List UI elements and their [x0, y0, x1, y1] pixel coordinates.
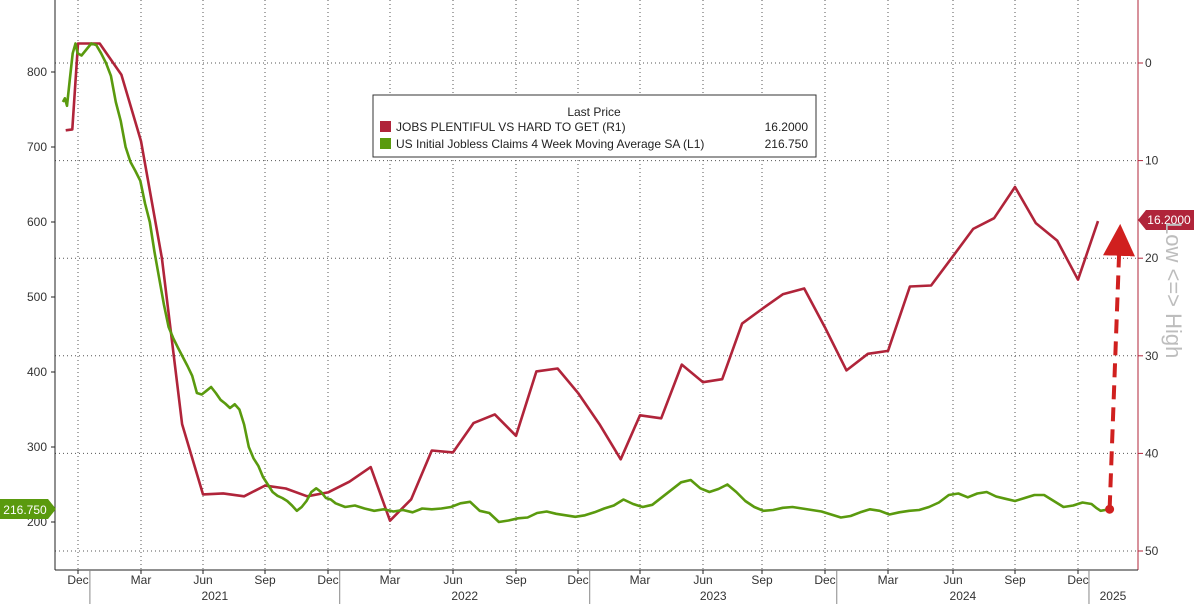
- series-line-jobless-claims: [61, 42, 1111, 524]
- right-badge-shape: [1138, 210, 1194, 230]
- left-tick-label: 600: [27, 215, 47, 229]
- legend-entry-jobs: JOBS PLENTIFUL VS HARD TO GET (R1): [396, 120, 626, 134]
- month-label: Dec: [814, 573, 835, 587]
- year-label: 2025: [1100, 589, 1127, 603]
- dashed-arrow: [1103, 223, 1136, 510]
- month-label: Dec: [317, 573, 338, 587]
- left-tick-label: 700: [27, 140, 47, 154]
- annotations: [1103, 223, 1136, 514]
- right-tick-label: 0: [1145, 56, 1152, 70]
- month-label: Sep: [1004, 573, 1026, 587]
- left-tick-label: 800: [27, 65, 47, 79]
- month-label: Mar: [131, 573, 152, 587]
- year-label: 2024: [950, 589, 977, 603]
- legend-swatch-claims: [380, 138, 391, 149]
- plot-background: [55, 0, 1138, 570]
- low-high-annotation: Low <=> High: [1161, 222, 1186, 358]
- year-label: 2023: [700, 589, 727, 603]
- month-label: Jun: [943, 573, 962, 587]
- month-label: Jun: [193, 573, 212, 587]
- left-tick-label: 300: [27, 440, 47, 454]
- right-tick-label: 10: [1145, 154, 1159, 168]
- last-value-badge-right: 16.2000: [1138, 210, 1194, 230]
- grid-lines: [55, 0, 1138, 570]
- series-layer: [61, 42, 1111, 524]
- month-label: Dec: [67, 573, 88, 587]
- year-label: 2021: [201, 589, 228, 603]
- year-label: 2022: [451, 589, 478, 603]
- month-label: Dec: [567, 573, 588, 587]
- legend-value-claims: 216.750: [765, 137, 809, 151]
- right-tick-label: 40: [1145, 446, 1159, 460]
- legend-value-jobs: 16.2000: [765, 120, 809, 134]
- left-tick-label: 400: [27, 365, 47, 379]
- left-badge-label: 216.750: [3, 503, 47, 517]
- left-tick-label: 500: [27, 290, 47, 304]
- month-label: Jun: [443, 573, 462, 587]
- right-tick-label: 20: [1145, 251, 1159, 265]
- right-tick-label: 30: [1145, 349, 1159, 363]
- month-label: Mar: [878, 573, 899, 587]
- series-line-jobs-plentiful: [65, 42, 1100, 522]
- last-value-badge-left: 216.750: [0, 499, 56, 519]
- month-label: Jun: [693, 573, 712, 587]
- month-label: Dec: [1067, 573, 1088, 587]
- right-badge-label: 16.2000: [1147, 213, 1191, 227]
- legend-swatch-jobs: [380, 121, 391, 132]
- legend-box: [372, 94, 817, 158]
- month-label: Mar: [380, 573, 401, 587]
- right-tick-label: 50: [1145, 544, 1159, 558]
- legend-entry-claims: US Initial Jobless Claims 4 Week Moving …: [396, 137, 704, 151]
- legend-header: Last Price: [567, 105, 621, 119]
- month-label: Sep: [751, 573, 773, 587]
- left-badge-shape: [0, 499, 56, 519]
- legend: Last Price JOBS PLENTIFUL VS HARD TO GET…: [372, 94, 817, 158]
- month-label: Sep: [505, 573, 527, 587]
- month-label: Mar: [630, 573, 651, 587]
- month-label: Sep: [254, 573, 276, 587]
